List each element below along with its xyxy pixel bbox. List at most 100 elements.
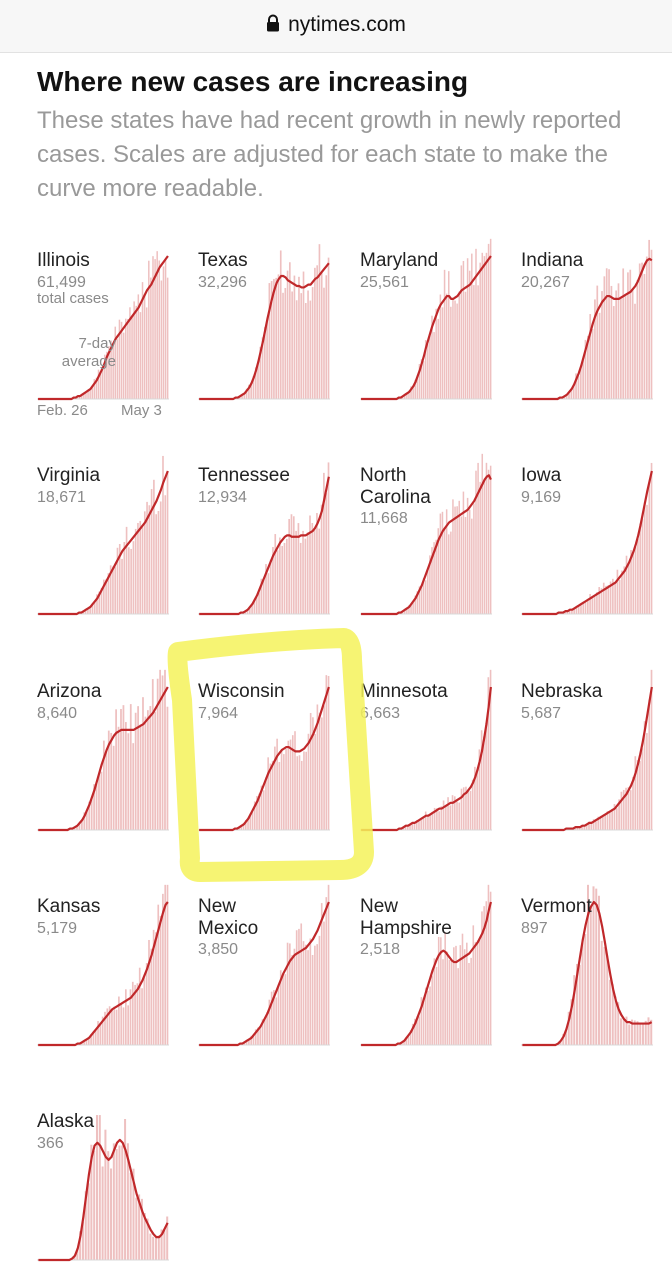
daily-case-bar — [462, 787, 465, 830]
url-bar[interactable]: nytimes.com — [0, 0, 672, 53]
daily-case-bar — [447, 797, 449, 830]
daily-case-bar — [241, 394, 243, 399]
daily-case-bar — [275, 277, 278, 399]
daily-case-bar — [276, 738, 278, 830]
state-name: Alaska — [37, 1111, 95, 1132]
daily-case-bar — [279, 970, 282, 1045]
daily-case-bar — [262, 580, 265, 614]
daily-case-bar — [639, 760, 641, 830]
daily-case-bar — [93, 601, 96, 614]
daily-case-bar — [445, 509, 448, 614]
daily-case-bar — [582, 601, 585, 614]
daily-case-bar — [414, 1018, 416, 1045]
state-chart-nebraska: Nebraska 5,687 — [521, 669, 661, 841]
daily-case-bar — [161, 675, 164, 830]
daily-case-bar — [445, 293, 448, 399]
daily-case-bar — [446, 951, 449, 1045]
daily-case-bar — [441, 307, 444, 399]
daily-case-bar — [571, 609, 573, 614]
state-name: Arizona — [37, 681, 102, 702]
daily-case-bar — [632, 776, 634, 830]
state-name: New Hampshire — [360, 896, 452, 939]
daily-case-bar — [620, 297, 622, 399]
daily-case-bar — [573, 608, 575, 614]
daily-case-bar — [455, 945, 457, 1045]
daily-case-bar — [470, 957, 472, 1045]
daily-case-bar — [123, 542, 126, 614]
daily-case-bar — [581, 825, 583, 830]
daily-case-bar — [438, 811, 440, 830]
state-chart-wisconsin: Wisconsin 7,964 — [198, 675, 338, 841]
daily-case-bar — [163, 1230, 166, 1260]
daily-case-bar — [166, 706, 169, 830]
daily-case-bar — [641, 262, 643, 399]
daily-case-bar — [489, 238, 492, 399]
daily-case-bar — [648, 239, 650, 399]
daily-case-bar — [604, 813, 607, 830]
daily-case-bar — [629, 790, 632, 830]
daily-case-bar — [160, 280, 163, 399]
daily-case-bar — [634, 756, 637, 830]
daily-case-bar — [414, 595, 416, 614]
daily-case-bar — [120, 708, 122, 830]
daily-case-bar — [485, 901, 488, 1045]
daily-case-bar — [248, 1040, 250, 1045]
daily-case-bar — [583, 825, 586, 830]
url-display[interactable]: nytimes.com — [0, 13, 672, 37]
daily-case-bar — [292, 516, 295, 614]
daily-case-bar — [252, 376, 255, 399]
daily-case-bar — [306, 532, 309, 614]
daily-case-bar — [597, 816, 600, 830]
daily-case-bar — [436, 808, 438, 830]
daily-case-bar — [457, 968, 459, 1045]
daily-case-bar — [97, 1021, 99, 1045]
daily-case-bar — [91, 386, 93, 399]
daily-case-bar — [134, 528, 137, 614]
daily-case-bar — [592, 819, 595, 830]
daily-case-bar — [584, 933, 587, 1045]
daily-case-bar — [476, 768, 478, 830]
daily-case-bar — [115, 1009, 118, 1045]
daily-case-bar — [137, 706, 139, 830]
daily-case-bar — [78, 823, 81, 830]
daily-case-bar — [487, 677, 490, 830]
seven-day-average-line — [38, 255, 169, 401]
daily-case-bar — [437, 318, 440, 399]
daily-case-bar — [472, 925, 475, 1045]
daily-case-bar — [87, 609, 89, 614]
daily-case-bar — [272, 547, 274, 614]
daily-case-bar — [150, 948, 153, 1045]
daily-case-bar — [476, 940, 479, 1045]
daily-case-bar — [79, 1231, 82, 1260]
daily-case-bar — [466, 942, 468, 1045]
daily-case-bar — [162, 266, 165, 399]
daily-case-bar — [410, 605, 412, 614]
daily-case-bar — [411, 1023, 414, 1045]
daily-case-bar — [271, 760, 274, 830]
daily-case-bar — [320, 504, 323, 614]
daily-case-bar — [416, 591, 419, 614]
daily-case-bar — [311, 954, 314, 1045]
daily-case-bar — [289, 739, 292, 830]
state-chart-illinois: Illinois 61,499 total cases — [37, 250, 177, 410]
daily-case-bar — [303, 751, 305, 830]
daily-case-bar — [634, 546, 637, 614]
daily-case-bar — [468, 270, 471, 399]
seven-day-label: 7-day — [78, 335, 116, 352]
daily-case-bar — [85, 1039, 88, 1045]
daily-case-bar — [108, 346, 110, 399]
daily-case-bar — [427, 815, 429, 830]
daily-case-bar — [454, 300, 456, 399]
daily-case-bar — [305, 751, 307, 830]
seven-day-average-line — [522, 470, 653, 616]
daily-case-bar — [300, 923, 303, 1045]
daily-case-bar — [627, 272, 629, 399]
daily-case-bar — [612, 306, 615, 399]
daily-case-bar — [578, 827, 581, 830]
daily-case-bar — [489, 669, 492, 830]
daily-case-bar — [154, 259, 156, 399]
daily-case-bar — [85, 391, 87, 399]
daily-case-bar — [468, 963, 470, 1045]
daily-case-bar — [323, 921, 325, 1045]
daily-case-bar — [106, 1008, 109, 1045]
